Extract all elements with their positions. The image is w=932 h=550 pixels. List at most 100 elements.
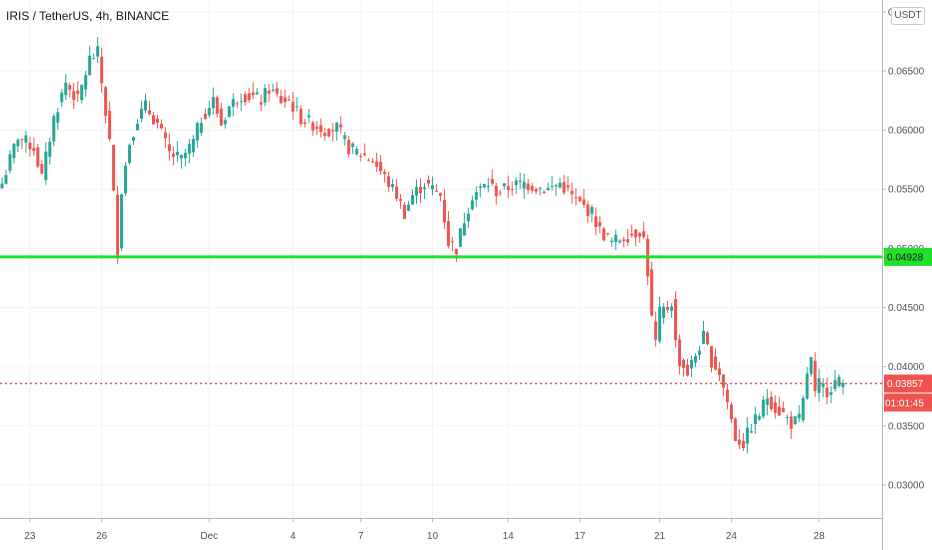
candle (159, 119, 163, 130)
candle (259, 94, 263, 111)
candle-body (721, 374, 725, 388)
y-tick-label: 0.06000 (888, 126, 925, 137)
candle (578, 196, 582, 203)
candle (614, 229, 618, 251)
candle (104, 85, 108, 124)
candle (570, 182, 574, 204)
candle-body (618, 240, 622, 243)
candle-body (367, 159, 371, 161)
candle-body (793, 416, 797, 425)
candle (478, 183, 482, 198)
y-tick-label: 0.04500 (888, 303, 925, 314)
candle (602, 226, 606, 242)
candle (299, 105, 303, 127)
candle (466, 207, 470, 228)
candle (243, 91, 247, 106)
candle (195, 121, 199, 148)
candle-body (670, 306, 674, 311)
candle (833, 369, 837, 392)
candle (56, 107, 60, 130)
candle-body (64, 82, 68, 96)
candle (275, 81, 279, 98)
candle-body (470, 200, 474, 210)
candle (136, 119, 140, 131)
candle (426, 175, 430, 188)
candle (76, 81, 80, 102)
candle (143, 93, 147, 114)
candle-body (454, 248, 458, 255)
candle-body (291, 101, 295, 112)
candle-body (112, 145, 116, 191)
candle (502, 183, 506, 190)
candle (68, 82, 72, 98)
candle-body (486, 185, 490, 187)
candle (52, 113, 56, 147)
candle (658, 296, 662, 344)
candle (434, 183, 438, 192)
candle-body (359, 155, 363, 157)
x-tick-label: 4 (290, 531, 296, 542)
candle-body (151, 115, 155, 125)
candle (108, 101, 112, 142)
candle (474, 186, 478, 208)
candle (761, 396, 765, 419)
candle (147, 101, 151, 116)
candle (315, 121, 319, 135)
candle (729, 401, 733, 424)
candle-body (383, 171, 387, 174)
candle (797, 405, 801, 423)
candle-body (426, 179, 430, 184)
candle (805, 367, 809, 400)
candle (765, 388, 769, 416)
candle (355, 146, 359, 156)
price-levels (0, 255, 882, 385)
candle (642, 221, 646, 239)
candle-body (32, 147, 36, 151)
candle (8, 149, 12, 174)
candle-body (582, 199, 586, 206)
candle (486, 177, 490, 193)
candle-body (227, 106, 231, 117)
candle-body (773, 402, 777, 413)
candle-body (295, 106, 299, 108)
candle (267, 84, 271, 102)
currency-button[interactable]: USDT (891, 7, 925, 25)
candle (813, 352, 817, 398)
candle (24, 130, 28, 153)
candle-body (622, 239, 626, 242)
candle (801, 395, 805, 423)
candle-body (163, 132, 167, 139)
candle-body (817, 378, 821, 393)
candle (837, 374, 841, 388)
candle-body (271, 89, 275, 91)
candle (582, 189, 586, 208)
candle-body (789, 416, 793, 429)
candle-body (56, 112, 60, 123)
candle-body (777, 406, 781, 416)
candle-body (498, 192, 502, 194)
candle (391, 178, 395, 192)
candle (725, 383, 729, 410)
candle (638, 231, 642, 243)
candle (255, 88, 259, 96)
candle (379, 154, 383, 176)
candle-body (841, 383, 845, 388)
candle-body (737, 439, 741, 445)
candle (717, 362, 721, 381)
candle (191, 134, 195, 158)
candle-body (594, 216, 598, 227)
candle (4, 169, 8, 185)
grid-lines (0, 0, 882, 518)
candle (721, 374, 725, 396)
candle-body (797, 413, 801, 419)
candle-body (68, 85, 72, 90)
candle (112, 144, 116, 192)
candle-body (8, 154, 12, 171)
candle (283, 89, 287, 108)
candle (630, 224, 634, 238)
candle-body (100, 56, 104, 84)
candle (841, 379, 845, 395)
candle-body (837, 376, 841, 387)
candle (534, 187, 538, 195)
candle (769, 391, 773, 412)
